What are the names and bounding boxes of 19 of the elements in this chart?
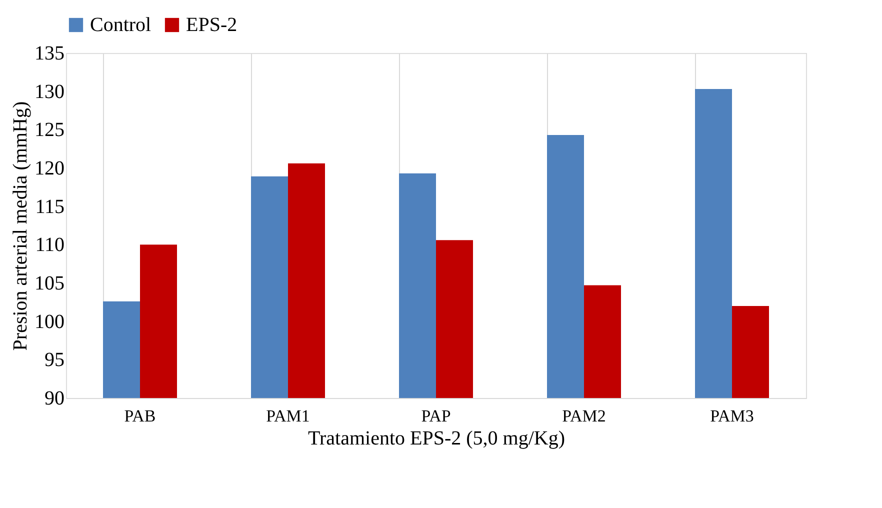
legend-label: EPS-2 [186, 14, 238, 36]
y-tick-label: 125 [34, 119, 64, 142]
y-axis-title: Presion arterial media (mmHg) [10, 101, 32, 351]
y-tick-label: 130 [34, 80, 64, 103]
y-tick-label: 95 [44, 349, 64, 372]
x-tick-label: PAM3 [710, 406, 754, 426]
x-axis-title: Tratamiento EPS-2 (5,0 mg/Kg) [308, 428, 566, 450]
legend-label: Control [90, 14, 152, 36]
x-tick-label: PAM2 [562, 406, 606, 426]
y-tick-label: 135 [34, 42, 64, 64]
y-tick-label: 90 [44, 388, 64, 410]
y-tick-label: 105 [34, 272, 64, 294]
x-tick-label: PAP [421, 406, 451, 426]
y-tick-label: 100 [34, 310, 64, 333]
x-tick-label: PAM1 [266, 406, 310, 426]
y-tick-label: 115 [35, 196, 64, 218]
y-tick-label: 120 [34, 158, 64, 180]
x-tick-label: PAB [124, 406, 156, 426]
y-tick-label: 110 [35, 234, 64, 256]
